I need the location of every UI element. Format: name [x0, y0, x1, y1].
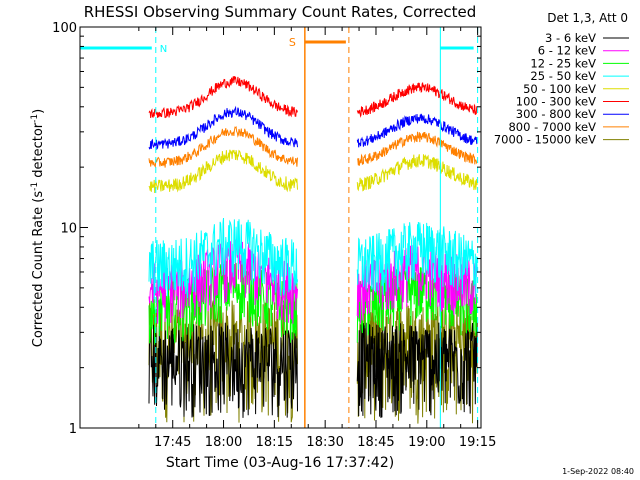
series-line	[356, 113, 478, 148]
series-line	[148, 149, 298, 194]
x-tick-label: 19:00	[408, 435, 445, 450]
legend-label: 100 - 300 keV	[516, 95, 596, 109]
legend-label: 25 - 50 keV	[530, 69, 596, 83]
legend-label: 7000 - 15000 keV	[494, 133, 596, 147]
x-tick-label: 18:30	[306, 435, 343, 450]
plot-area	[148, 75, 478, 424]
series-line	[356, 154, 478, 192]
x-tick-label: 18:00	[205, 435, 242, 450]
y-axis-label-sup1: -1	[30, 182, 40, 191]
y-axis-label-mid: detector	[31, 122, 46, 182]
legend-title: Det 1,3, Att 0	[547, 11, 628, 25]
series-line	[356, 245, 478, 324]
y-tick-label: 100	[52, 21, 77, 36]
series-line	[356, 322, 478, 418]
y-axis: 1 10 100	[52, 21, 481, 437]
series-line	[356, 131, 478, 166]
x-axis-label: Start Time (03-Aug-16 17:37:42)	[166, 455, 394, 471]
legend-label: 50 - 100 keV	[523, 82, 596, 96]
y-axis-label-main: Corrected Count Rate (s	[31, 191, 46, 348]
legend-label: 300 - 800 keV	[516, 107, 596, 121]
x-tick-label: 18:15	[256, 435, 293, 450]
generation-timestamp: 1-Sep-2022 08:40	[562, 467, 634, 476]
y-tick-label: 10	[60, 222, 77, 237]
series-line	[148, 105, 298, 151]
y-tick-label: 1	[69, 422, 77, 437]
legend-label: 6 - 12 keV	[538, 44, 596, 58]
legend-label: 3 - 6 keV	[545, 31, 596, 45]
x-tick-label: 17:45	[154, 435, 191, 450]
x-tick-label: 18:45	[357, 435, 394, 450]
x-tick-label: 19:15	[459, 435, 496, 450]
series-line	[356, 82, 478, 118]
legend-label: 12 - 25 keV	[530, 56, 596, 70]
orbit-markers: NS	[80, 27, 479, 428]
series-line	[148, 75, 298, 119]
legend-label: 800 - 7000 keV	[508, 120, 596, 134]
night-label: N	[160, 44, 167, 55]
y-axis-label-sup2: -1	[30, 114, 40, 123]
series-line	[148, 126, 298, 169]
series-line	[148, 217, 298, 300]
y-axis-label: Corrected Count Rate (s-1 detector-1)	[30, 109, 46, 347]
series-line	[148, 322, 298, 418]
chart-title: RHESSI Observing Summary Count Rates, Co…	[84, 3, 477, 21]
saa-label: S	[289, 36, 296, 49]
y-axis-label-end: )	[31, 109, 46, 114]
series-line	[356, 221, 478, 298]
x-axis: 17:45 18:00 18:15 18:30 18:45 19:00 19:15	[138, 27, 496, 450]
